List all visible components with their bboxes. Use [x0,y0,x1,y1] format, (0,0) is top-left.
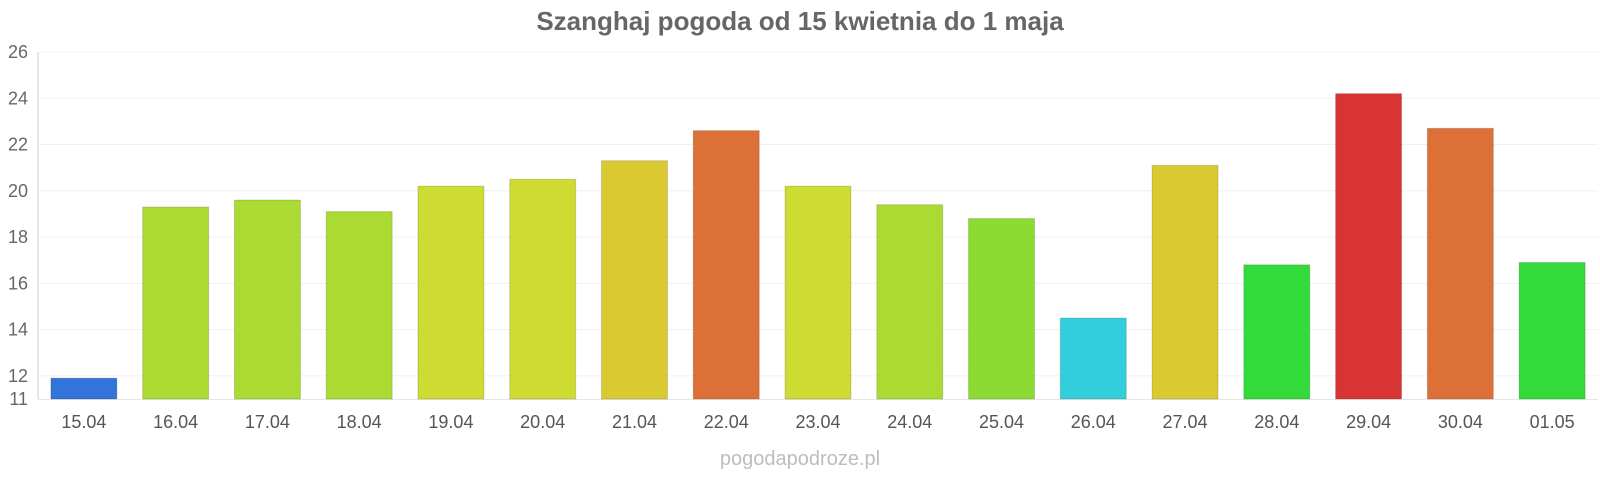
bar [233,199,301,400]
y-tick-label: 18 [8,227,28,247]
x-tick-label: 26.04 [1071,412,1116,432]
x-tick-label: 01.05 [1530,412,1575,432]
bar [417,185,485,400]
x-tick-label: 20.04 [520,412,565,432]
x-tick-label: 17.04 [245,412,290,432]
y-tick-label: 11 [9,389,28,409]
y-tick-label: 20 [8,181,28,201]
bar [876,204,944,400]
x-tick-label: 30.04 [1438,412,1483,432]
bar [1518,262,1586,400]
y-tick-label: 22 [8,135,28,155]
bar [784,185,852,400]
x-tick-label: 24.04 [887,412,932,432]
y-tick-label: 26 [8,42,28,62]
x-tick-label: 23.04 [795,412,840,432]
x-tick-label: 19.04 [428,412,473,432]
bar [1059,317,1127,400]
bar [509,178,577,400]
bar [692,130,760,400]
bar [968,218,1036,400]
x-tick-label: 21.04 [612,412,657,432]
bar [600,160,668,400]
chart-title: Szanghaj pogoda od 15 kwietnia do 1 maja [536,6,1064,36]
x-tick-label: 16.04 [153,412,198,432]
watermark: pogodapodroze.pl [719,448,881,470]
x-tick-label: 27.04 [1163,412,1208,432]
x-tick-label: 15.04 [61,412,106,432]
x-tick-label: 18.04 [337,412,382,432]
bar [142,206,210,400]
y-axis: 11 12 14 16 18 20 22 24 26 [8,42,1598,409]
y-tick-label: 14 [8,320,28,340]
bar [1243,264,1311,400]
bar [50,377,118,400]
x-tick-label: 28.04 [1254,412,1299,432]
x-tick-label: 29.04 [1346,412,1391,432]
x-tick-label: 25.04 [979,412,1024,432]
y-tick-label: 16 [8,273,28,293]
y-tick-label: 24 [8,88,28,108]
x-axis-labels: 15.04 16.04 17.04 18.04 19.04 20.04 21.04 22.04… [61,412,1574,432]
bars [50,93,1586,400]
bar [1151,164,1219,400]
x-tick-label: 22.04 [704,412,749,432]
bar [1426,127,1494,400]
bar [325,211,393,400]
bar [1335,93,1403,400]
y-tick-label: 12 [8,366,28,386]
